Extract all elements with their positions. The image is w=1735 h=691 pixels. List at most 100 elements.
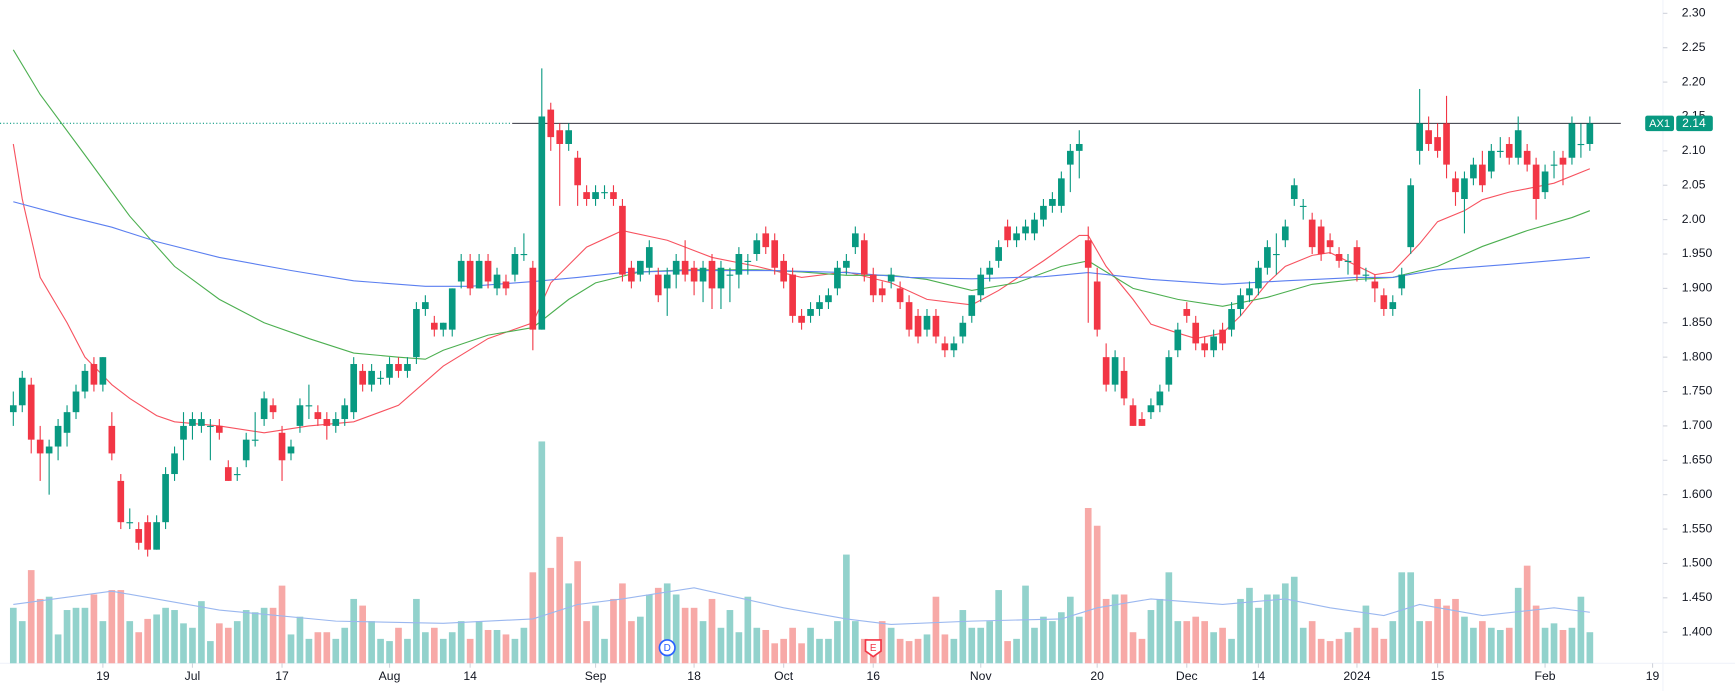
volume-bar	[816, 638, 823, 664]
candle-body	[1487, 150, 1495, 172]
y-tick-label: 2.25	[1682, 40, 1706, 54]
y-tick-label: 1.950	[1682, 246, 1713, 260]
candle-body	[1523, 150, 1531, 165]
candle-body	[699, 267, 707, 282]
candle-body	[663, 274, 671, 289]
candle-body	[323, 419, 331, 426]
volume-bar	[1407, 572, 1415, 664]
candle-body	[708, 260, 716, 289]
volume-bar	[1559, 629, 1567, 664]
candle-body	[968, 295, 976, 316]
candle-body	[1425, 130, 1432, 144]
volume-bar	[90, 594, 98, 664]
volume-bar	[941, 634, 949, 664]
candle-body	[395, 364, 402, 371]
volume-bar	[1111, 594, 1119, 664]
candle-body	[1093, 281, 1101, 330]
volume-bar	[520, 627, 528, 664]
candle-body	[413, 309, 420, 358]
volume-bar	[1147, 610, 1155, 664]
candle-body	[1532, 164, 1540, 199]
candle-body	[601, 192, 608, 194]
volume-bar	[1416, 621, 1423, 664]
volume-bar	[9, 607, 17, 664]
y-tick-label: 2.10	[1682, 143, 1706, 157]
volume-bar	[843, 554, 850, 664]
volume-bar	[852, 621, 859, 664]
volume-bar	[475, 621, 483, 664]
price-badge	[1676, 115, 1713, 132]
y-tick-label: 1.550	[1682, 521, 1713, 535]
volume-bar	[1219, 627, 1226, 664]
volume-bar	[404, 638, 411, 664]
candle-body	[905, 302, 913, 330]
candle-body	[117, 480, 125, 523]
candle-body	[466, 260, 474, 289]
volume-bar	[341, 627, 349, 664]
volume-bar	[878, 621, 886, 664]
volume-bar	[296, 616, 304, 664]
candle-body	[941, 343, 949, 351]
candle-body	[484, 260, 492, 282]
candle-body	[359, 370, 366, 385]
event-label: D	[664, 643, 671, 654]
candle-body	[726, 274, 734, 276]
volume-bar	[1326, 641, 1334, 664]
candle-body	[1138, 419, 1146, 426]
volume-bar	[135, 632, 143, 664]
y-tick-label: 1.450	[1682, 590, 1713, 604]
candle-body	[233, 474, 241, 476]
volume-bar	[1165, 572, 1173, 664]
volume-bar	[314, 632, 322, 664]
volume-bar	[171, 610, 178, 664]
candle-body	[735, 254, 743, 275]
volume-bar	[789, 627, 796, 664]
candle-body	[1066, 150, 1074, 165]
volume-bar	[189, 627, 196, 664]
volume-bar	[1058, 612, 1065, 664]
candle-body	[368, 370, 375, 385]
candle-body	[332, 419, 340, 426]
candle-body	[1470, 164, 1477, 179]
volume-bar	[207, 641, 214, 664]
volume-bar	[619, 583, 626, 664]
volume-bar	[547, 567, 555, 664]
candle-body	[538, 116, 546, 330]
candle-body	[1317, 226, 1325, 255]
y-tick-label: 2.00	[1682, 212, 1706, 226]
candle-body	[1479, 164, 1486, 186]
candle-body	[771, 240, 779, 268]
candle-body	[628, 267, 635, 282]
volume-bar	[529, 572, 537, 664]
candle-body	[1246, 288, 1253, 296]
volume-bar	[798, 643, 805, 664]
volume-bar	[332, 638, 340, 664]
candle-body	[341, 405, 349, 420]
candle-body	[1156, 391, 1164, 406]
x-tick-label: Aug	[379, 669, 401, 683]
volume-bar	[1084, 507, 1092, 664]
x-tick-label: 2024	[1343, 669, 1370, 683]
candle-body	[296, 405, 304, 426]
moving-average-line	[12, 49, 1591, 360]
volume-bar	[1389, 621, 1397, 664]
volume-bar	[1156, 598, 1164, 664]
symbol-label: AX1	[1649, 118, 1670, 130]
candle-body	[27, 384, 35, 440]
volume-bar	[753, 627, 761, 664]
volume-bar	[1479, 621, 1486, 664]
volume-bar	[1264, 594, 1271, 664]
candle-body	[1040, 205, 1047, 220]
volume-bar	[493, 629, 501, 664]
candle-body	[645, 247, 653, 268]
candle-body	[1326, 240, 1334, 248]
x-tick-label: 14	[463, 669, 477, 683]
volume-bar	[583, 621, 590, 664]
volume-bar	[466, 638, 474, 664]
candle-body	[305, 405, 313, 407]
candle-body	[1022, 226, 1029, 234]
volume-bar	[717, 627, 725, 664]
candle-body	[789, 274, 796, 316]
volume-bar	[959, 610, 967, 664]
candle-body	[9, 405, 17, 413]
